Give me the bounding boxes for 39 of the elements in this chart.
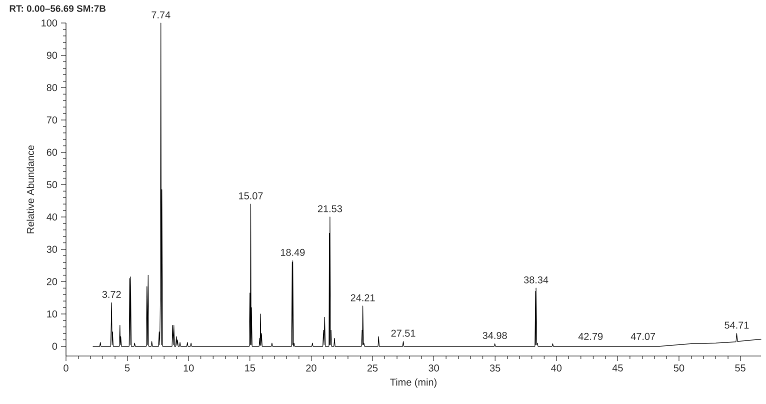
chart-title: RT: 0.00–56.69 SM:7B <box>10 5 106 12</box>
x-tick-label: 35 <box>490 364 500 372</box>
x-tick-label: 20 <box>306 364 316 372</box>
x-tick-label: 10 <box>184 364 194 372</box>
y-tick-label: 90 <box>46 52 58 59</box>
x-tick-label: 40 <box>551 364 562 372</box>
x-tick-label: 45 <box>612 364 623 372</box>
annotation: 34.98 <box>482 332 507 340</box>
annotation: 24.21 <box>350 294 375 302</box>
y-tick-label: 30 <box>46 246 58 253</box>
line-series <box>92 22 762 347</box>
y-axis-title: Relative Abundance <box>26 145 34 234</box>
annotation: 3.72 <box>102 290 121 298</box>
annotation: 7.74 <box>152 11 170 18</box>
x-tick-label: 15 <box>245 364 256 372</box>
y-tick-label: 50 <box>46 181 58 188</box>
x-tick-label: 55 <box>735 364 746 372</box>
annotation: 21.53 <box>318 205 342 212</box>
x-tick-label: 5 <box>124 364 130 372</box>
y-tick-label: 70 <box>46 116 58 124</box>
annotation: 47.07 <box>630 332 656 340</box>
x-tick-label: 0 <box>64 364 68 372</box>
x-tick-label: 25 <box>367 364 378 372</box>
annotation: 18.49 <box>280 248 305 256</box>
y-tick-label: 100 <box>42 19 58 27</box>
annotation: 38.34 <box>524 276 548 284</box>
x-tick-label: 50 <box>674 364 684 372</box>
y-tick-label: 10 <box>47 310 58 318</box>
y-tick-label: 80 <box>46 84 58 92</box>
annotation: 42.79 <box>578 332 603 340</box>
y-tick-label: 60 <box>46 148 58 156</box>
x-tick-label: 30 <box>428 364 439 372</box>
annotation: 54.71 <box>724 322 749 329</box>
y-tick-label: 0 <box>52 342 58 350</box>
y-tick-label: 40 <box>46 213 58 220</box>
annotation: 27.51 <box>391 330 416 337</box>
y-tick-label: 20 <box>46 278 58 286</box>
x-axis-title: Time (min) <box>390 378 436 388</box>
annotation: 15.07 <box>239 192 263 200</box>
